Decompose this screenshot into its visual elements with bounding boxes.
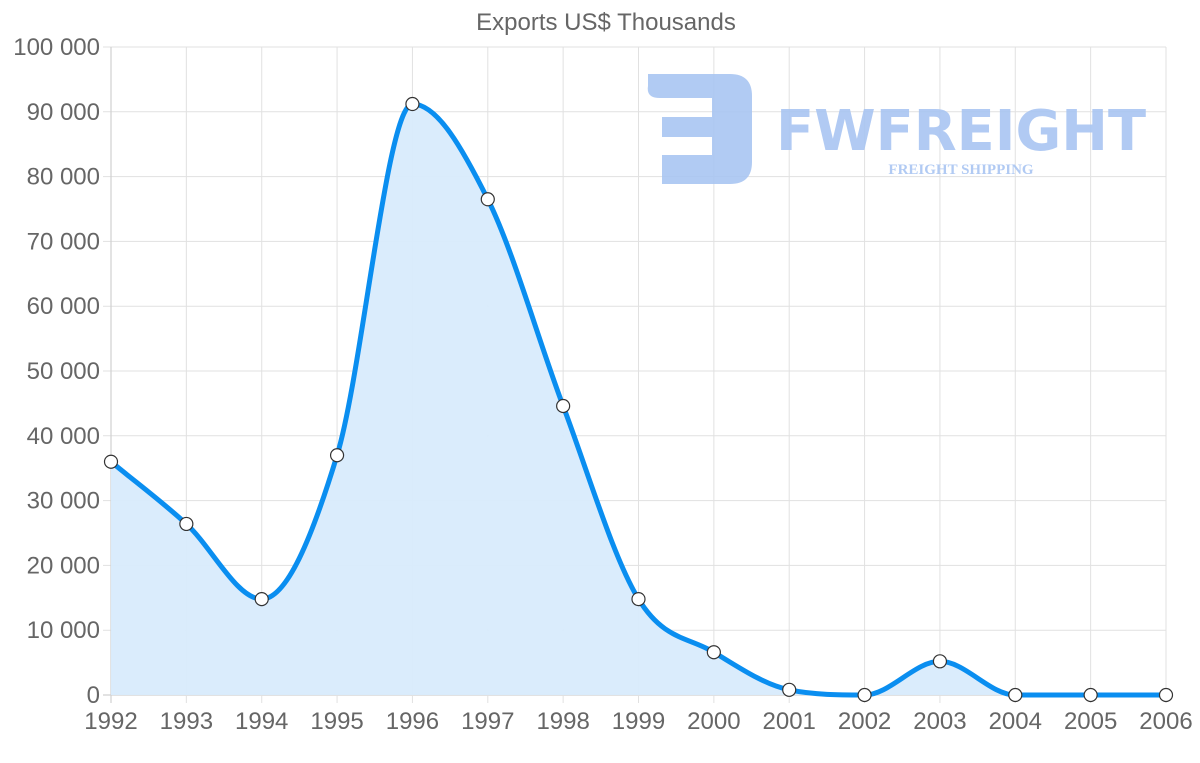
x-tick-label: 2006 — [1139, 708, 1192, 735]
data-point-1997[interactable] — [480, 192, 495, 207]
y-tick-label: 100 000 — [13, 34, 100, 61]
x-tick-label: 1996 — [386, 708, 439, 735]
data-point-2000[interactable] — [706, 645, 721, 660]
x-tick-label: 1992 — [84, 708, 137, 735]
data-point-2003[interactable] — [932, 654, 948, 669]
series-exports — [103, 96, 1174, 703]
x-tick-label: 1998 — [536, 708, 589, 735]
x-tick-label: 2001 — [763, 708, 816, 735]
y-tick-label: 30 000 — [27, 488, 100, 515]
x-tick-label: 1997 — [461, 708, 514, 735]
data-point-2004[interactable] — [1008, 687, 1023, 703]
fwfreight-logo-icon — [647, 74, 752, 184]
x-tick-label: 2004 — [989, 708, 1042, 735]
data-point-1994[interactable] — [254, 591, 269, 607]
x-tick-label: 1994 — [235, 708, 288, 735]
y-tick-label: 90 000 — [27, 99, 100, 126]
y-tick-label: 70 000 — [27, 228, 100, 255]
x-tick-label: 2002 — [838, 708, 891, 735]
y-tick-label: 60 000 — [27, 293, 100, 320]
data-point-1993[interactable] — [179, 516, 194, 532]
y-tick-label: 0 — [87, 682, 100, 709]
x-tick-label: 2005 — [1064, 708, 1117, 735]
data-point-1992[interactable] — [103, 454, 119, 469]
x-tick-label: 2003 — [913, 708, 966, 735]
data-point-2005[interactable] — [1083, 687, 1098, 703]
data-point-2006[interactable] — [1158, 687, 1174, 703]
y-tick-label: 10 000 — [27, 617, 100, 644]
data-point-1995[interactable] — [329, 448, 345, 463]
watermark-tagline: FREIGHT SHIPPING — [888, 162, 1033, 178]
data-point-2002[interactable] — [857, 687, 872, 703]
y-tick-label: 40 000 — [27, 423, 100, 450]
x-tick-label: 1995 — [310, 708, 363, 735]
data-point-1996[interactable] — [405, 96, 420, 112]
x-tick-label: 1993 — [160, 708, 213, 735]
data-point-1999[interactable] — [631, 591, 646, 607]
data-point-2001[interactable] — [782, 682, 797, 697]
watermark-logo: FWFREIGHT FREIGHT SHIPPING — [647, 74, 1146, 184]
x-tick-label: 1999 — [612, 708, 665, 735]
watermark-brand: FWFREIGHT — [776, 99, 1146, 164]
y-tick-label: 80 000 — [27, 164, 100, 191]
y-tick-label: 50 000 — [27, 358, 100, 385]
axes: 0 10 000 20 000 30 000 40 000 50 000 60 000 70 … — [13, 34, 1192, 735]
chart-title: Exports US$ Thousands — [476, 9, 736, 36]
x-tick-label: 2000 — [687, 708, 740, 735]
y-tick-label: 20 000 — [27, 552, 100, 579]
data-point-1998[interactable] — [556, 398, 571, 414]
